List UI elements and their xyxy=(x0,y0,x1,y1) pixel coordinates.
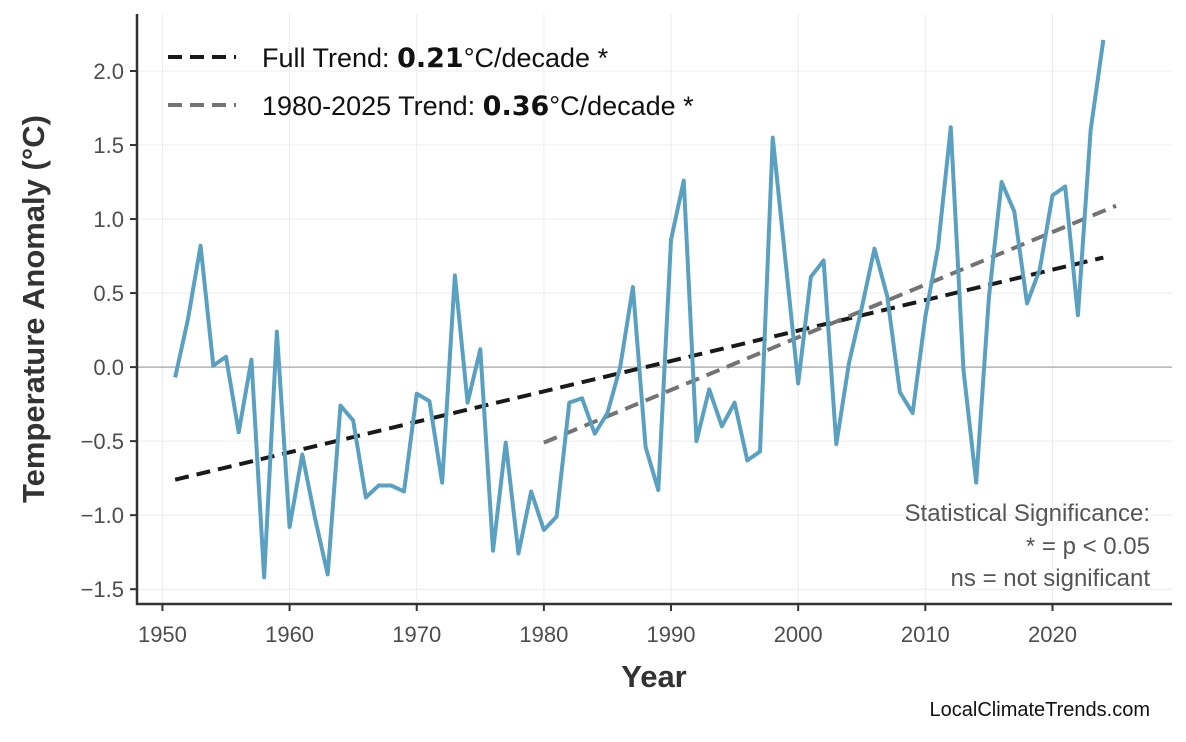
axes xyxy=(130,14,1172,611)
watermark: LocalClimateTrends.com xyxy=(930,699,1150,721)
legend: Full Trend: 0.21°C/decade *1980-2025 Tre… xyxy=(168,43,694,122)
y-tick-label: −1.5 xyxy=(81,577,124,602)
legend-label-suffix: °C/decade * xyxy=(549,91,694,121)
trend-line xyxy=(174,255,1104,482)
y-tick-label: 1.0 xyxy=(93,207,124,232)
significance-annotation: Statistical Significance: * = p < 0.05 n… xyxy=(905,500,1151,592)
x-tick-label: 1980 xyxy=(519,622,568,647)
annotation-line: * = p < 0.05 xyxy=(1026,533,1150,560)
y-tick-label: 0.5 xyxy=(93,281,124,306)
x-tick-label: 2020 xyxy=(1028,622,1077,647)
x-tick-label: 2010 xyxy=(901,622,950,647)
legend-label-prefix: 1980-2025 Trend: xyxy=(262,91,483,121)
x-tick-label: 1990 xyxy=(647,622,696,647)
y-tick-label: 2.0 xyxy=(93,59,124,84)
x-axis-title: Year xyxy=(621,659,687,694)
y-axis-title: Temperature Anomaly (°C) xyxy=(16,115,51,503)
x-tick-label: 1960 xyxy=(265,622,314,647)
tick-labels: 1950 1960 1970 1980 1990 2000 2010 2020 −1.5 −1.0… xyxy=(81,59,1077,647)
legend-label-suffix: °C/decade * xyxy=(464,43,609,73)
annotation-line: Statistical Significance: xyxy=(905,500,1150,527)
legend-label: 1980-2025 Trend: 0.36°C/decade * xyxy=(262,91,694,122)
legend-trend-value: 0.21 xyxy=(397,43,464,74)
x-tick-label: 1950 xyxy=(138,622,187,647)
x-tick-label: 2000 xyxy=(774,622,823,647)
y-tick-label: 1.5 xyxy=(93,133,124,158)
y-tick-label: −0.5 xyxy=(81,429,124,454)
annotation-line: ns = not significant xyxy=(951,565,1151,592)
anomaly-line xyxy=(173,39,1106,580)
legend-label: Full Trend: 0.21°C/decade * xyxy=(262,43,609,74)
y-tick-label: −1.0 xyxy=(81,503,124,528)
x-tick-label: 1970 xyxy=(392,622,441,647)
legend-label-prefix: Full Trend: xyxy=(262,43,397,73)
y-tick-label: 0.0 xyxy=(93,355,124,380)
legend-trend-value: 0.36 xyxy=(483,91,550,122)
series-lines xyxy=(173,39,1106,580)
